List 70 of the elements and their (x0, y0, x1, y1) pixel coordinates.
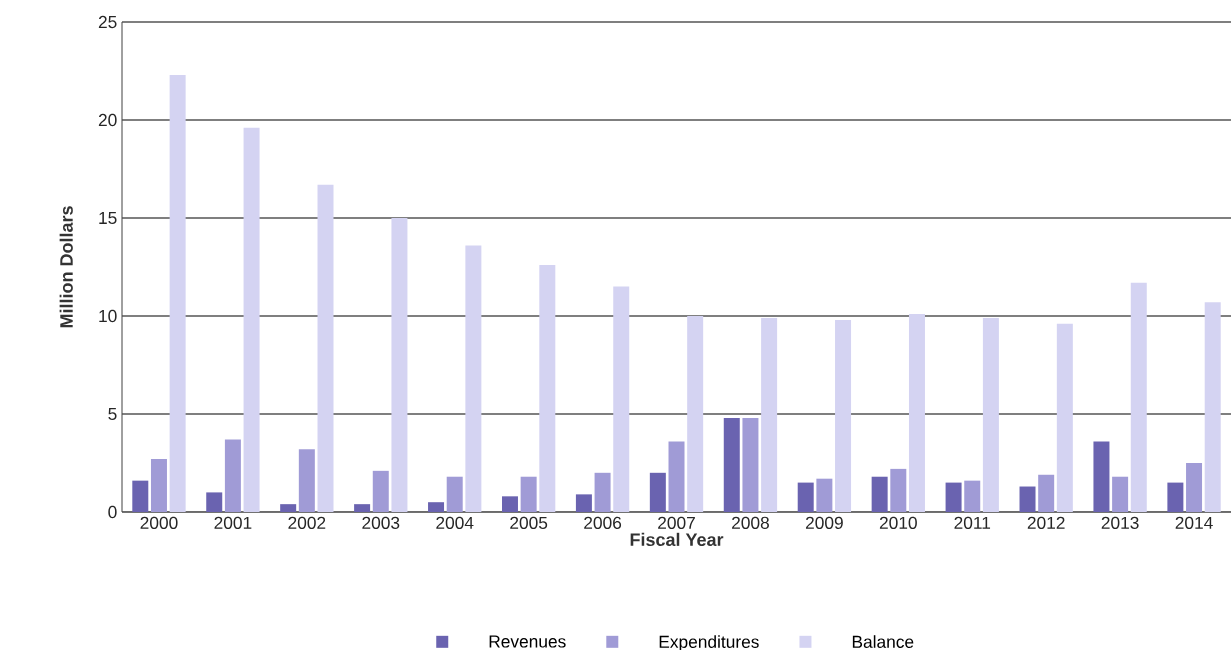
bar (742, 417, 759, 512)
bar (465, 245, 482, 512)
bar (761, 317, 778, 512)
x-tick-label: 2005 (510, 516, 548, 529)
bar (317, 184, 334, 512)
legend-label: Balance (852, 635, 914, 648)
x-tick-label: 2014 (1175, 516, 1213, 529)
x-tick-label: 2003 (362, 516, 400, 529)
x-tick-label: 2008 (732, 516, 769, 529)
bar (372, 470, 389, 512)
bar (224, 439, 241, 512)
y-tick-label: 5 (108, 407, 117, 421)
bar (908, 314, 925, 512)
x-tick-label: 2013 (1101, 516, 1139, 529)
bar (1093, 441, 1110, 512)
bar (982, 317, 999, 512)
bar (575, 494, 592, 512)
x-axis-title: Fiscal Year (630, 532, 724, 547)
bar (1186, 463, 1203, 512)
bar (169, 74, 186, 512)
bar (1167, 482, 1184, 512)
y-axis-title: Million Dollars (59, 206, 73, 328)
bar (890, 468, 907, 512)
bar (1204, 302, 1221, 512)
bar (354, 504, 371, 512)
bar (723, 417, 740, 512)
bar (649, 472, 666, 512)
x-tick-label: 2012 (1027, 516, 1065, 529)
x-tick-label: 2009 (805, 516, 843, 529)
bar (613, 286, 630, 512)
bar (280, 504, 297, 512)
x-tick-label: 2000 (140, 516, 178, 529)
bar (428, 502, 445, 512)
y-tick-label: 10 (99, 309, 117, 323)
bar (668, 441, 685, 512)
bar (132, 480, 149, 512)
bar (871, 476, 888, 512)
y-tick-label: 0 (108, 505, 117, 519)
x-tick-label: 2007 (658, 516, 695, 529)
bar (539, 265, 556, 512)
bar (797, 482, 814, 512)
bar (520, 476, 537, 512)
y-tick-label: 25 (98, 15, 117, 29)
bar (1019, 486, 1036, 512)
x-tick-label: 2010 (879, 516, 917, 529)
bar (298, 449, 315, 512)
y-tick-label: 15 (99, 211, 117, 225)
bar (1112, 476, 1129, 512)
bar (446, 476, 463, 512)
bar (835, 319, 852, 512)
bar (206, 492, 223, 512)
bar (150, 459, 167, 512)
bar (964, 480, 981, 512)
bar (816, 478, 833, 512)
bar (1038, 474, 1055, 512)
x-tick-label: 2004 (436, 516, 474, 529)
bar (594, 472, 611, 512)
bar (243, 127, 260, 512)
bar (1130, 282, 1147, 512)
x-tick-label: 2006 (584, 516, 622, 529)
bar (1056, 323, 1073, 512)
bar (501, 496, 518, 512)
y-tick-label: 20 (98, 113, 117, 127)
bar (945, 482, 962, 512)
bar (687, 316, 704, 512)
x-tick-label: 2001 (214, 516, 252, 529)
legend-label: Revenues (489, 635, 566, 648)
x-tick-label: 2011 (954, 516, 991, 529)
x-tick-label: 2002 (288, 516, 326, 529)
bar (391, 218, 408, 512)
